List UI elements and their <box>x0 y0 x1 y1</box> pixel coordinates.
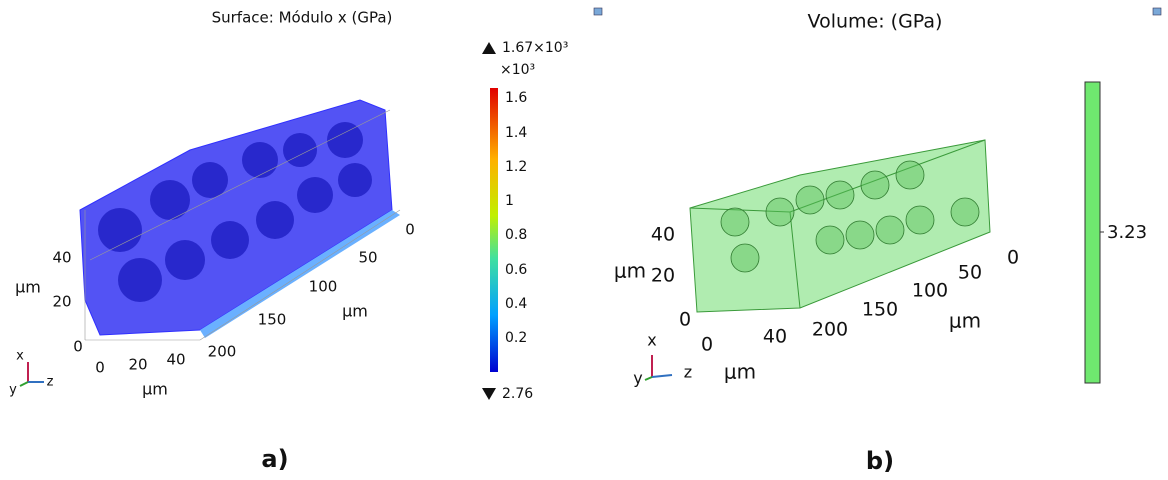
triad-b <box>645 355 672 380</box>
triad-label: y <box>9 383 17 398</box>
y-tick-label: 0 <box>701 334 713 356</box>
z-tick-label: 200 <box>208 343 237 361</box>
colorbar-tick-label: 0.2 <box>505 330 527 346</box>
z-tick-label: 50 <box>958 262 982 284</box>
z-tick-label: 200 <box>812 319 848 341</box>
colorbar-label: 3.23 <box>1107 222 1147 243</box>
colorbar-b <box>1085 82 1100 383</box>
panel-title: Volume: (GPa) <box>808 11 943 33</box>
panel-title: Surface: Módulo x (GPa) <box>212 9 393 27</box>
y-tick-label: 20 <box>128 356 147 374</box>
y-tick-label: 40 <box>166 351 185 369</box>
max-marker <box>482 42 496 54</box>
colorbar-tick-label: 1 <box>505 193 514 209</box>
colorbar-a <box>490 88 498 372</box>
icon <box>1153 8 1161 15</box>
colorbar-min: 2.76 <box>502 386 533 402</box>
colorbar-tick-label: 0.6 <box>505 262 527 278</box>
x-tick-label: 20 <box>651 265 675 287</box>
triad-label: y <box>633 369 642 388</box>
z-tick-label: 0 <box>405 221 415 239</box>
x-tick-label: 0 <box>73 338 83 356</box>
colorbar-tick-label: 0.8 <box>505 227 527 243</box>
triad-label: z <box>47 375 54 390</box>
y-tick-label: 40 <box>763 326 787 348</box>
colorbar-tick-label: 1.2 <box>505 159 527 175</box>
colorbar-multiplier: ×10³ <box>500 62 535 78</box>
colorbar-tick-label: 0.4 <box>505 296 527 312</box>
z-tick-label: 150 <box>258 311 287 329</box>
axis-unit: μm <box>949 309 981 333</box>
x-tick-label: 40 <box>52 249 71 267</box>
z-tick-label: 100 <box>309 278 338 296</box>
figure: Surface: Módulo x (GPa)40200μm02040μm050… <box>0 0 1168 476</box>
z-tick-label: 50 <box>358 249 377 267</box>
caption: b) <box>866 447 894 475</box>
colorbar-tick-label: 1.4 <box>505 125 527 141</box>
caption: a) <box>261 445 288 473</box>
triad-a <box>20 362 44 386</box>
z-tick-label: 0 <box>1007 247 1019 269</box>
colorbar-max: 1.67×10³ <box>502 40 568 56</box>
icon <box>594 8 602 15</box>
colorbar-tick-label: 1.6 <box>505 90 527 106</box>
z-tick-label: 100 <box>912 280 948 302</box>
triad-label: z <box>684 363 692 382</box>
min-marker <box>482 388 496 400</box>
x-tick-label: 40 <box>651 224 675 246</box>
axis-unit: μm <box>342 302 368 321</box>
axis-unit: μm <box>614 259 646 283</box>
axis-unit: μm <box>15 278 41 297</box>
axis-unit: μm <box>142 380 168 399</box>
triad-label: x <box>16 349 24 364</box>
y-tick-label: 0 <box>95 359 105 377</box>
triad-label: x <box>647 331 656 350</box>
x-tick-label: 0 <box>679 309 691 331</box>
z-tick-label: 150 <box>862 299 898 321</box>
axis-unit: μm <box>724 360 756 384</box>
x-tick-label: 20 <box>52 293 71 311</box>
